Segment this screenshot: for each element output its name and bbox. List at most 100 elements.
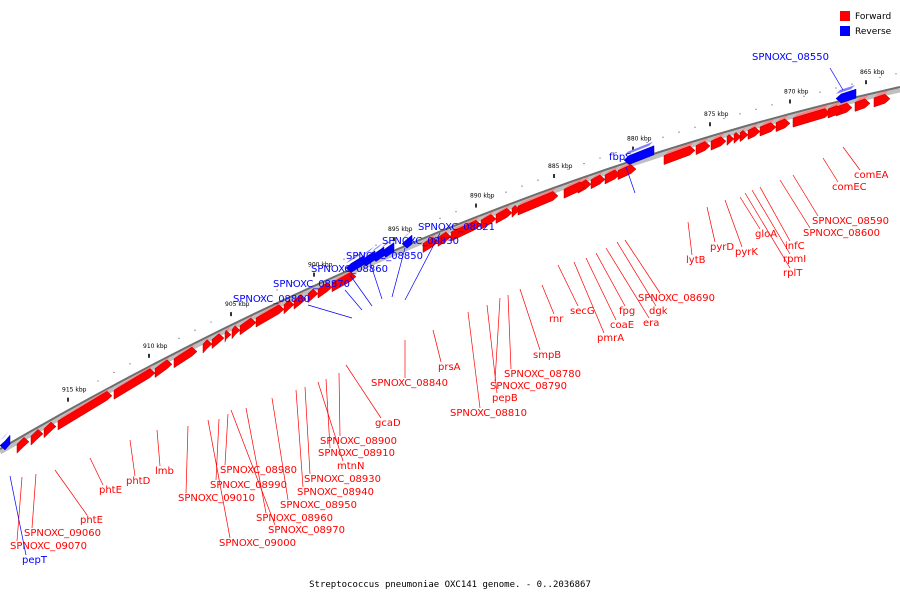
forward-gene-feature[interactable] [255, 304, 285, 328]
forward-gene-label[interactable]: SPNOXC_08900 [320, 436, 397, 447]
forward-gene-feature[interactable] [113, 368, 156, 400]
forward-gene-feature[interactable] [231, 325, 241, 340]
forward-gene-label[interactable]: phtE [80, 515, 103, 526]
forward-gene-label[interactable]: coaE [610, 320, 634, 331]
forward-gene-feature[interactable] [726, 134, 735, 147]
forward-gene-feature[interactable] [331, 271, 357, 293]
forward-gene-label[interactable]: SPNOXC_09010 [178, 493, 255, 504]
forward-gene-label[interactable]: pepB [492, 393, 518, 404]
forward-gene-feature[interactable] [511, 204, 521, 218]
forward-gene-label[interactable]: SPNOXC_08840 [371, 378, 448, 389]
forward-gene-label[interactable]: lmb [155, 466, 174, 477]
forward-gene-feature[interactable] [733, 132, 742, 145]
forward-gene-feature[interactable] [422, 237, 439, 253]
forward-gene-label[interactable]: SPNOXC_08780 [504, 369, 581, 380]
forward-gene-feature[interactable] [663, 145, 696, 165]
reverse-gene-label[interactable]: SPNOXC_08550 [752, 52, 829, 63]
forward-gene-label[interactable]: SPNOXC_08960 [256, 513, 333, 524]
reverse-gene-feature[interactable] [623, 145, 655, 165]
forward-gene-feature[interactable] [43, 421, 57, 439]
reverse-gene-label[interactable]: SPNOXC_08880 [233, 294, 310, 305]
forward-gene-label[interactable]: SPNOXC_08810 [450, 408, 527, 419]
forward-gene-feature[interactable] [563, 181, 586, 199]
forward-gene-label[interactable]: SPNOXC_08930 [304, 474, 381, 485]
forward-gene-label[interactable]: SPNOXC_08970 [268, 525, 345, 536]
forward-gene-label[interactable]: SPNOXC_08790 [490, 381, 567, 392]
forward-gene-label[interactable]: SPNOXC_08990 [210, 480, 287, 491]
forward-gene-label[interactable]: SPNOXC_09070 [10, 541, 87, 552]
forward-gene-feature[interactable] [759, 122, 777, 137]
forward-gene-label[interactable]: SPNOXC_08590 [812, 216, 889, 227]
forward-gene-feature[interactable] [775, 118, 791, 133]
forward-gene-feature[interactable] [590, 174, 606, 190]
forward-gene-feature[interactable] [239, 317, 257, 336]
forward-gene-label[interactable]: SPNOXC_08940 [297, 487, 374, 498]
forward-gene-feature[interactable] [202, 339, 213, 354]
forward-gene-feature[interactable] [854, 98, 871, 112]
forward-gene-feature[interactable] [792, 108, 831, 128]
reverse-gene-label[interactable]: SPNOXC_08860 [311, 264, 388, 275]
reverse-gene-label[interactable]: SPNOXC_08850 [346, 251, 423, 262]
forward-gene-feature[interactable] [480, 214, 497, 230]
forward-gene-feature[interactable] [450, 219, 482, 242]
forward-gene-feature[interactable] [154, 359, 173, 379]
forward-gene-feature[interactable] [604, 169, 621, 185]
forward-gene-label[interactable]: prsA [438, 362, 461, 373]
forward-gene-label[interactable]: rplT [783, 268, 803, 279]
forward-gene-feature[interactable] [293, 294, 307, 310]
forward-gene-feature[interactable] [495, 208, 513, 224]
reverse-gene-label[interactable]: SPNOXC_08821 [418, 222, 495, 233]
forward-gene-label[interactable]: phtD [126, 476, 151, 487]
forward-gene-label[interactable]: lytB [686, 255, 706, 266]
forward-gene-label[interactable]: pmrA [597, 333, 624, 344]
forward-gene-feature[interactable] [695, 141, 711, 156]
forward-gene-feature[interactable] [57, 390, 113, 431]
forward-gene-feature[interactable] [224, 329, 232, 343]
forward-gene-feature[interactable] [211, 333, 225, 350]
forward-gene-label[interactable]: comEA [854, 170, 889, 181]
forward-gene-feature[interactable] [739, 130, 749, 143]
forward-gene-label[interactable]: pyrK [735, 247, 758, 258]
forward-gene-label[interactable]: mtnN [337, 461, 364, 472]
forward-gene-label[interactable]: rnr [549, 314, 564, 325]
forward-gene-label[interactable]: pyrD [710, 242, 734, 253]
forward-gene-label[interactable]: infC [785, 241, 805, 252]
forward-gene-feature[interactable] [873, 93, 891, 108]
forward-gene-label[interactable]: fpg [619, 306, 635, 317]
forward-gene-label[interactable]: SPNOXC_08980 [220, 465, 297, 476]
forward-gene-feature[interactable] [437, 231, 452, 247]
forward-gene-label[interactable]: rpmI [783, 254, 806, 265]
reverse-gene-label[interactable]: fbpS [609, 152, 632, 163]
forward-gene-label[interactable]: SPNOXC_09000 [219, 538, 296, 549]
forward-gene-feature[interactable] [710, 136, 727, 151]
forward-gene-feature[interactable] [747, 126, 761, 140]
reverse-gene-feature[interactable] [0, 434, 11, 451]
forward-gene-label[interactable]: SPNOXC_08950 [280, 500, 357, 511]
forward-gene-label[interactable]: dgk [649, 306, 668, 317]
forward-gene-label[interactable]: SPNOXC_08600 [803, 228, 880, 239]
forward-gene-label[interactable]: gloA [755, 229, 777, 240]
forward-gene-feature[interactable] [827, 105, 843, 119]
forward-gene-label[interactable]: era [643, 318, 659, 329]
reverse-gene-label[interactable]: SPNOXC_08830 [382, 236, 459, 247]
forward-gene-label[interactable]: smpB [533, 350, 561, 361]
reverse-gene-label[interactable]: pepT [22, 555, 48, 566]
forward-gene-feature[interactable] [173, 346, 198, 369]
forward-gene-label[interactable]: secG [570, 306, 595, 317]
forward-gene-feature[interactable] [307, 288, 319, 304]
forward-gene-label[interactable]: SPNOXC_08910 [318, 448, 395, 459]
forward-gene-label[interactable]: gcaD [375, 418, 401, 429]
forward-gene-label[interactable]: SPNOXC_09060 [24, 528, 101, 539]
forward-gene-feature[interactable] [16, 436, 30, 454]
forward-gene-feature[interactable] [517, 191, 559, 216]
forward-gene-label[interactable]: phtE [99, 485, 122, 496]
forward-gene-feature[interactable] [617, 164, 637, 180]
reverse-gene-feature[interactable] [835, 88, 857, 104]
reverse-gene-feature[interactable] [401, 234, 413, 249]
forward-gene-feature[interactable] [283, 299, 295, 315]
forward-gene-label[interactable]: SPNOXC_08690 [638, 293, 715, 304]
reverse-gene-label[interactable]: SPNOXC_08870 [273, 279, 350, 290]
forward-gene-feature[interactable] [30, 428, 44, 446]
forward-gene-feature[interactable] [317, 282, 333, 299]
forward-gene-label[interactable]: comEC [832, 182, 867, 193]
